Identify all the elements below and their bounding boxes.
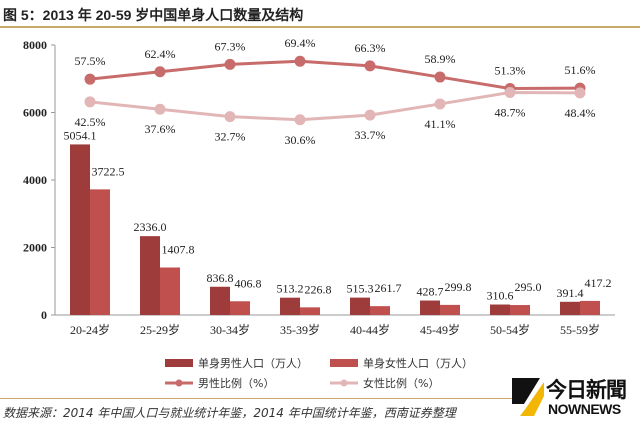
label-male-ratio: 62.4%	[145, 47, 176, 61]
x-tick-label: 45-49岁	[420, 322, 460, 337]
marker-female-ratio	[84, 96, 96, 108]
bar-label-female: 261.7	[375, 281, 402, 295]
bar-female	[300, 307, 320, 315]
marker-male-ratio	[224, 58, 236, 70]
logo-text-en: NOWNEWS	[548, 401, 621, 417]
x-tick-label: 30-34岁	[210, 322, 250, 337]
source-divider	[0, 398, 515, 399]
bar-male	[350, 297, 370, 315]
marker-male-ratio	[434, 71, 446, 83]
label-female-ratio: 30.6%	[285, 133, 316, 147]
bar-label-male: 513.2	[277, 282, 304, 296]
chart: 0 2000 4000 6000 8000 20-24岁 25-29岁 30-34岁 35-39…	[23, 36, 615, 390]
legend-male-pop-label: 单身男性人口（万人）	[198, 356, 308, 370]
marker-female-ratio	[294, 114, 306, 126]
bar-label-male: 428.7	[417, 285, 444, 299]
x-tick-label: 35-39岁	[280, 322, 320, 337]
legend-female-pop-swatch	[330, 359, 358, 367]
y-tick-label: 2000	[23, 241, 47, 255]
y-tick-label: 8000	[23, 38, 47, 52]
label-male-ratio: 66.3%	[355, 41, 386, 55]
bar-label-male: 391.4	[557, 286, 584, 300]
bar-female	[160, 267, 180, 315]
bar-label-female: 226.8	[305, 282, 332, 296]
bar-label-female: 406.8	[235, 276, 262, 290]
bar-label-female: 295.0	[515, 280, 542, 294]
label-male-ratio: 51.3%	[495, 64, 526, 78]
x-tick-label: 55-59岁	[560, 322, 600, 337]
bar-female	[580, 300, 600, 315]
bar-label-male: 2336.0	[134, 220, 167, 234]
label-female-ratio: 42.5%	[75, 115, 106, 129]
marker-female-ratio	[574, 87, 586, 99]
marker-female-ratio	[364, 109, 376, 121]
label-female-ratio: 32.7%	[215, 130, 246, 144]
y-tick-label: 6000	[23, 106, 47, 120]
x-tick-label: 50-54岁	[490, 322, 530, 337]
bar-label-male: 836.8	[207, 271, 234, 285]
legend-female-ratio-marker	[340, 379, 348, 387]
bar-label-female: 1407.8	[162, 242, 195, 256]
label-male-ratio: 51.6%	[565, 63, 596, 77]
bar-female	[510, 305, 530, 315]
label-female-ratio: 48.7%	[495, 105, 526, 119]
bar-label-female: 417.2	[585, 276, 612, 290]
marker-female-ratio	[154, 103, 166, 115]
bar-label-female: 3722.5	[92, 164, 125, 178]
label-female-ratio: 48.4%	[565, 106, 596, 120]
marker-male-ratio	[364, 60, 376, 72]
legend-male-pop-swatch	[165, 359, 193, 367]
bar-female	[370, 306, 390, 315]
legend-female-pop-label: 单身女性人口（万人）	[363, 356, 473, 370]
bar-male	[490, 304, 510, 315]
bar-female	[90, 189, 110, 315]
bar-male	[70, 144, 90, 315]
bar-label-male: 5054.1	[64, 128, 97, 142]
marker-male-ratio	[154, 66, 166, 78]
bar-female	[230, 301, 250, 315]
label-female-ratio: 41.1%	[425, 117, 456, 131]
bar-male	[140, 236, 160, 315]
marker-female-ratio	[224, 111, 236, 123]
bar-female	[440, 304, 460, 315]
line-male-ratio	[89, 59, 581, 91]
label-male-ratio: 57.5%	[75, 54, 106, 68]
x-tick-label: 25-29岁	[140, 322, 180, 337]
label-female-ratio: 37.6%	[145, 122, 176, 136]
nownews-logo: 今日新聞 NOWNEWS	[510, 374, 640, 422]
bar-label-male: 515.3	[347, 282, 374, 296]
y-tick-label: 4000	[23, 173, 47, 187]
bar-male	[560, 301, 580, 315]
legend-male-ratio-label: 男性比例（%）	[198, 376, 274, 390]
bar-label-female: 299.8	[445, 280, 472, 294]
label-male-ratio: 69.4%	[285, 36, 316, 50]
x-tick-label: 40-44岁	[350, 322, 390, 337]
line-female-ratio	[89, 90, 581, 122]
marker-female-ratio	[504, 86, 516, 98]
logo-text-cn: 今日新聞	[546, 378, 627, 402]
logo-mark-icon	[512, 378, 544, 416]
label-male-ratio: 67.3%	[215, 39, 246, 53]
bar-male	[280, 297, 300, 315]
title-divider	[0, 26, 640, 28]
bar-label-male: 310.6	[487, 289, 514, 303]
marker-male-ratio	[294, 55, 306, 67]
legend-male-ratio-marker	[175, 379, 183, 387]
chart-title: 图 5：2013 年 20-59 岁中国单身人口数量及结构	[3, 7, 304, 23]
marker-female-ratio	[434, 98, 446, 110]
label-female-ratio: 33.7%	[355, 128, 386, 142]
marker-male-ratio	[84, 73, 96, 85]
source-note: 数据来源：2014 年中国人口与就业统计年鉴，2014 年中国统计年鉴，西南证券…	[3, 406, 456, 420]
bar-male	[420, 300, 440, 315]
legend-female-ratio-label: 女性比例（%）	[363, 376, 439, 390]
label-male-ratio: 58.9%	[425, 52, 456, 66]
bar-male	[210, 286, 230, 315]
x-tick-label: 20-24岁	[70, 322, 110, 337]
y-tick-label: 0	[41, 308, 47, 322]
